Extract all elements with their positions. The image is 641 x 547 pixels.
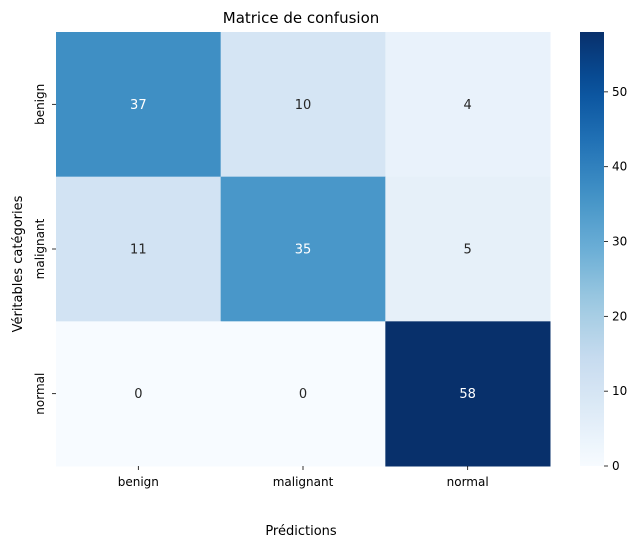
heatmap-cell-normal-benign — [56, 321, 222, 467]
cell-value-benign-malignant: 10 — [295, 98, 312, 113]
y-tick-label-benign: benign — [33, 84, 47, 125]
colorbar — [580, 32, 604, 466]
cell-value-malignant-malignant: 35 — [295, 243, 312, 258]
cell-value-normal-benign: 0 — [134, 387, 142, 402]
heatmap-cell-benign-normal — [385, 32, 551, 178]
heatmap-cell-labels: 37 10 4 11 35 5 0 0 58 — [130, 98, 476, 402]
heatmap-cell-normal-malignant — [220, 321, 386, 467]
y-tick-label-normal: normal — [33, 373, 47, 415]
cell-value-normal-normal: 58 — [459, 387, 476, 402]
heatmap-cell-benign-malignant — [220, 32, 386, 178]
heatmap-cell-malignant-benign — [56, 176, 222, 322]
cell-value-benign-normal: 4 — [464, 98, 472, 113]
colorbar-ticks: 0 10 20 30 40 50 — [604, 85, 627, 473]
colorbar-tick-label-30: 30 — [612, 235, 627, 249]
colorbar-tick-label-20: 20 — [612, 309, 627, 323]
heatmap-cell-malignant-malignant — [220, 176, 386, 322]
colorbar-tick-label-50: 50 — [612, 85, 627, 99]
y-tick-label-malignant: malignant — [33, 218, 47, 279]
x-tick-label-normal: normal — [447, 475, 489, 489]
x-tick-label-benign: benign — [118, 475, 159, 489]
heatmap-cell-malignant-normal — [385, 176, 551, 322]
colorbar-tick-label-40: 40 — [612, 160, 627, 174]
cell-value-normal-malignant: 0 — [299, 387, 307, 402]
colorbar-tick-label-0: 0 — [612, 459, 620, 473]
cell-value-malignant-normal: 5 — [464, 243, 472, 258]
heatmap-cell-normal-normal — [385, 321, 551, 467]
cell-value-benign-benign: 37 — [130, 98, 147, 113]
heatmap-cells — [56, 32, 551, 467]
heatmap-cell-benign-benign — [56, 32, 222, 178]
y-axis-label: Véritables catégories — [11, 195, 26, 332]
chart-title: Matrice de confusion — [223, 9, 380, 27]
cell-value-malignant-benign: 11 — [130, 243, 147, 258]
x-axis-ticks: benign malignant normal — [118, 466, 489, 489]
x-tick-label-malignant: malignant — [273, 475, 334, 489]
x-axis-label: Prédictions — [265, 524, 337, 539]
y-axis-ticks: benign malignant normal — [33, 84, 56, 415]
colorbar-tick-label-10: 10 — [612, 384, 627, 398]
